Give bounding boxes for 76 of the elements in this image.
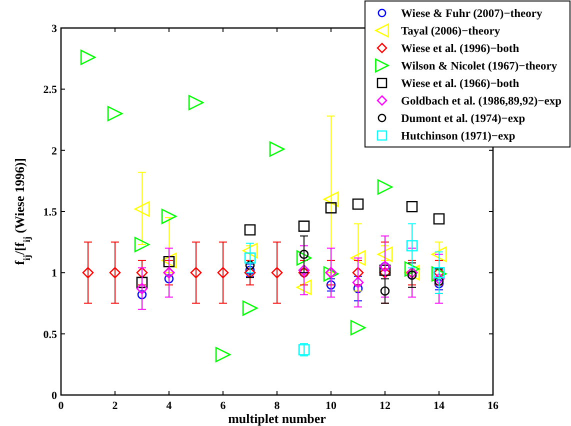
point (352, 267, 364, 278)
point (245, 266, 255, 275)
point (134, 201, 150, 217)
x-tick-label: 8 (274, 400, 280, 412)
point (296, 250, 312, 266)
point (431, 246, 447, 262)
point (433, 213, 445, 224)
y-tick-label: 1 (52, 268, 57, 280)
point (269, 141, 285, 157)
point (431, 266, 447, 282)
point (136, 282, 148, 294)
point (380, 286, 390, 296)
point (434, 276, 444, 286)
y-tick-label: 3 (52, 23, 58, 35)
point (323, 266, 339, 282)
legend-label: Goldbach et al. (1986,89,92)−exp (401, 96, 562, 108)
point (325, 202, 337, 214)
point (352, 276, 364, 288)
point (242, 300, 258, 316)
point (379, 267, 391, 278)
point (161, 208, 177, 224)
point (188, 94, 204, 110)
x-tick-label: 2 (112, 400, 118, 412)
point (323, 192, 339, 207)
x-tick-label: 4 (166, 400, 172, 412)
point (377, 246, 393, 262)
legend-label: Wiese & Fuhr (2007)−theory (401, 8, 542, 20)
point (350, 250, 366, 266)
x-tick-label: 10 (326, 400, 337, 412)
point (296, 280, 312, 295)
legend-label: Tayal (2006)−theory (401, 26, 500, 38)
point (353, 284, 363, 294)
point (404, 261, 420, 277)
point (137, 290, 147, 300)
point (161, 252, 177, 268)
point (377, 179, 393, 195)
point (82, 267, 94, 278)
point (379, 264, 391, 276)
x-tick-label: 12 (380, 400, 391, 412)
point (136, 267, 148, 278)
point (298, 220, 310, 232)
legend-label: Wiese et al. (1996)−both (401, 43, 520, 55)
point (242, 242, 258, 258)
point (244, 267, 256, 278)
legend-label: Wilson & Nicolet (1967)−theory (401, 60, 558, 72)
point (406, 240, 418, 252)
point (109, 267, 121, 278)
point (350, 320, 366, 336)
point (107, 106, 123, 122)
point (271, 267, 283, 278)
legend-label: Wiese et al. (1966)−both (401, 78, 520, 90)
point (136, 276, 148, 288)
point (80, 50, 96, 66)
x-axis-title: multiplet number (228, 411, 326, 426)
y-tick-label: 2.5 (43, 84, 58, 96)
point (134, 236, 150, 252)
point (215, 346, 231, 362)
point (434, 279, 444, 288)
point (217, 267, 229, 278)
x-tick-label: 14 (434, 400, 445, 412)
y-tick-label: 0 (52, 390, 58, 402)
y-tick-label: 2 (52, 145, 58, 158)
point (190, 267, 202, 278)
point (244, 224, 256, 236)
legend-label: Hutchinson (1971)−exp (401, 130, 516, 142)
point (164, 274, 174, 284)
point (298, 264, 310, 276)
legend-label: Dumont et al. (1974)−exp (401, 113, 526, 125)
y-tick-label: 1.5 (43, 206, 58, 218)
point (406, 200, 418, 212)
y-tick-label: 0.5 (43, 328, 58, 341)
point (244, 252, 256, 264)
point (245, 260, 255, 270)
x-tick-label: 16 (488, 400, 499, 412)
point (352, 198, 364, 210)
x-tick-label: 6 (220, 400, 226, 412)
